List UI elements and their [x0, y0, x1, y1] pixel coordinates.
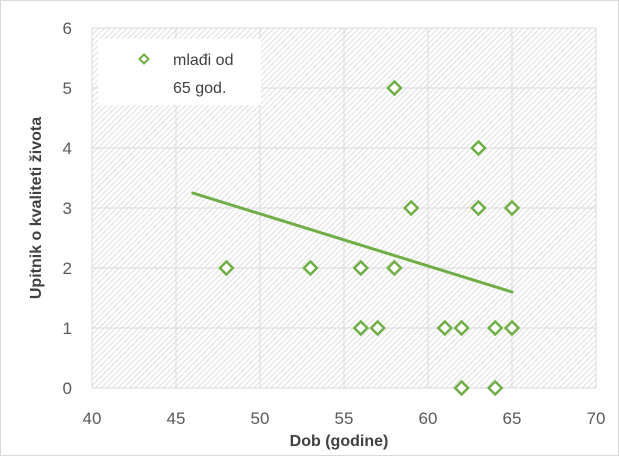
x-tick-label: 50 — [251, 409, 270, 428]
x-tick-label: 40 — [83, 409, 102, 428]
y-tick-label: 5 — [63, 79, 72, 98]
legend-label-line-1: mlađi od — [173, 52, 233, 69]
x-tick-label: 55 — [335, 409, 354, 428]
data-point — [470, 199, 487, 217]
y-tick-label: 6 — [63, 19, 72, 38]
y-tick-label: 3 — [63, 199, 72, 218]
x-tick-label: 45 — [167, 409, 186, 428]
data-points — [218, 79, 521, 397]
x-tick-label: 65 — [503, 409, 522, 428]
trendline — [191, 191, 514, 294]
x-tick-label: 60 — [419, 409, 438, 428]
data-point — [503, 319, 521, 337]
y-tick-label: 0 — [63, 379, 72, 398]
data-point — [436, 319, 454, 337]
y-tick-label: 2 — [63, 259, 72, 278]
data-point — [386, 259, 403, 277]
y-tick-label: 1 — [63, 319, 72, 338]
x-axis-title: Dob (godine) — [290, 433, 389, 450]
data-point — [302, 259, 319, 277]
data-point — [386, 79, 403, 97]
trendline-layer — [191, 191, 514, 294]
data-point — [453, 319, 470, 337]
data-point — [369, 319, 386, 337]
data-point — [503, 199, 521, 217]
data-point — [402, 199, 420, 217]
legend: mlađi od 65 god. — [98, 39, 261, 105]
data-point — [453, 379, 470, 397]
data-point — [352, 319, 370, 337]
x-tick-label: 70 — [587, 409, 606, 428]
y-axis-title: Upitnik o kvaliteti života — [28, 117, 45, 299]
legend-diamond-marker — [138, 53, 150, 65]
data-point — [486, 379, 504, 397]
data-point — [486, 319, 504, 337]
data-point — [218, 259, 235, 277]
y-tick-label: 4 — [63, 139, 72, 158]
data-point — [470, 139, 487, 157]
legend-label-line-2: 65 god. — [173, 80, 226, 97]
data-point — [352, 259, 370, 277]
legend-box — [98, 39, 261, 105]
